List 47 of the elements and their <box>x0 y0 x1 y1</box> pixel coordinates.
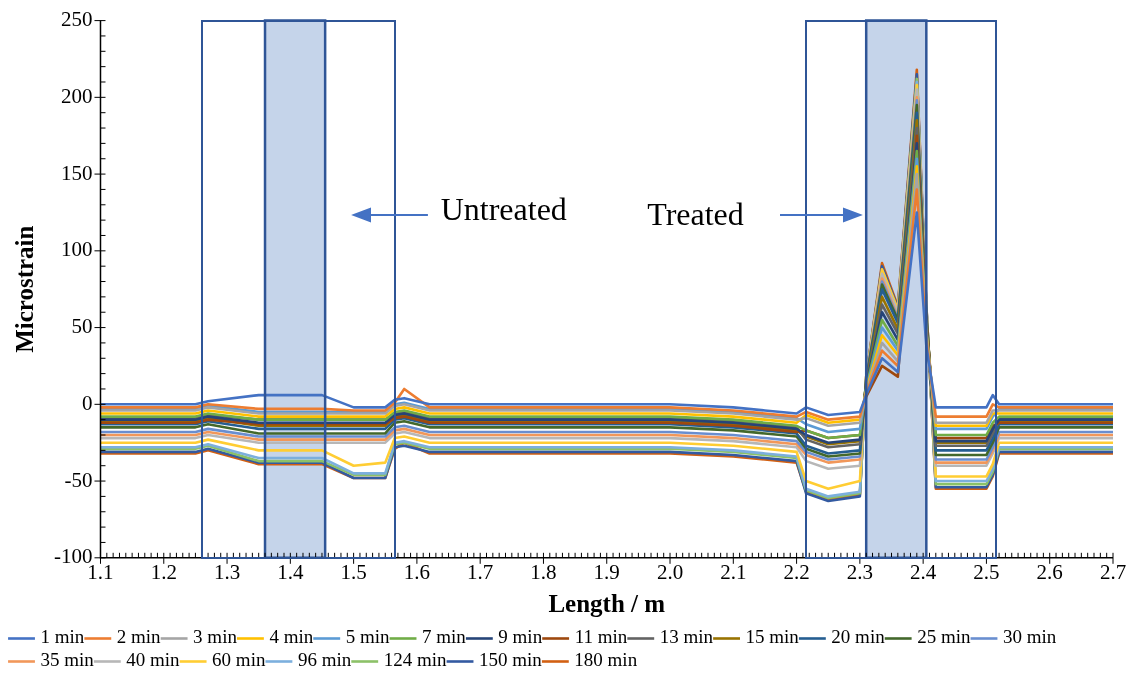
x-tick-label: 1.3 <box>213 559 241 584</box>
legend-label: 2 min <box>116 626 162 648</box>
y-tick-label: 150 <box>60 160 93 185</box>
legend-label: 7 min <box>422 626 467 648</box>
x-tick-label: 2.3 <box>846 559 873 584</box>
legend-label: 40 min <box>126 649 181 671</box>
legend-label: 4 min <box>269 626 314 648</box>
x-tick-label: 2.5 <box>973 559 1000 584</box>
annotation: Untreated <box>440 190 567 227</box>
legend-label: 13 min <box>659 626 714 648</box>
x-axis-title: Length / m <box>548 590 666 618</box>
x-tick-label: 2.6 <box>1036 559 1063 584</box>
x-tick-label: 1.2 <box>150 559 177 584</box>
y-tick-label: 250 <box>60 7 93 32</box>
legend-label: 1 min <box>40 626 85 648</box>
annotation: Treated <box>647 196 744 233</box>
x-tick-label: 2.2 <box>783 559 810 584</box>
x-tick-label: 1.5 <box>340 559 367 584</box>
legend-label: 9 min <box>498 626 543 648</box>
legend-label: 5 min <box>345 626 391 648</box>
legend-label: 180 min <box>574 649 638 671</box>
x-tick-label: 2.0 <box>656 559 684 584</box>
x-tick-label: 1.9 <box>593 559 620 584</box>
x-tick-label: 2.4 <box>910 559 937 584</box>
y-tick-label: 100 <box>60 237 93 262</box>
y-tick-label: 50 <box>71 314 93 339</box>
legend-label: 15 min <box>745 626 800 648</box>
legend-label: 150 min <box>479 649 543 671</box>
y-tick-label: -50 <box>64 467 93 492</box>
y-axis-title: Microstrain <box>11 225 39 353</box>
y-tick-label: 0 <box>81 390 93 415</box>
legend-label: 124 min <box>383 649 448 671</box>
x-tick-label: 1.6 <box>403 559 431 584</box>
x-tick-label: 1.7 <box>467 559 494 584</box>
legend-label: 20 min <box>831 626 886 648</box>
legend-label: 11 min <box>574 626 628 648</box>
y-tick-label: 200 <box>60 83 93 108</box>
legend-label: 30 min <box>1002 626 1057 648</box>
x-tick-label: 1.4 <box>277 559 304 584</box>
legend-label: 25 min <box>917 626 971 648</box>
x-tick-label: 2.1 <box>720 559 747 584</box>
legend-label: 96 min <box>297 649 352 671</box>
x-tick-label: 2.7 <box>1099 559 1127 584</box>
legend-label: 35 min <box>40 649 95 671</box>
x-tick-label: 1.8 <box>530 559 557 584</box>
legend-label: 60 min <box>212 649 266 671</box>
legend-label: 3 min <box>193 626 238 648</box>
